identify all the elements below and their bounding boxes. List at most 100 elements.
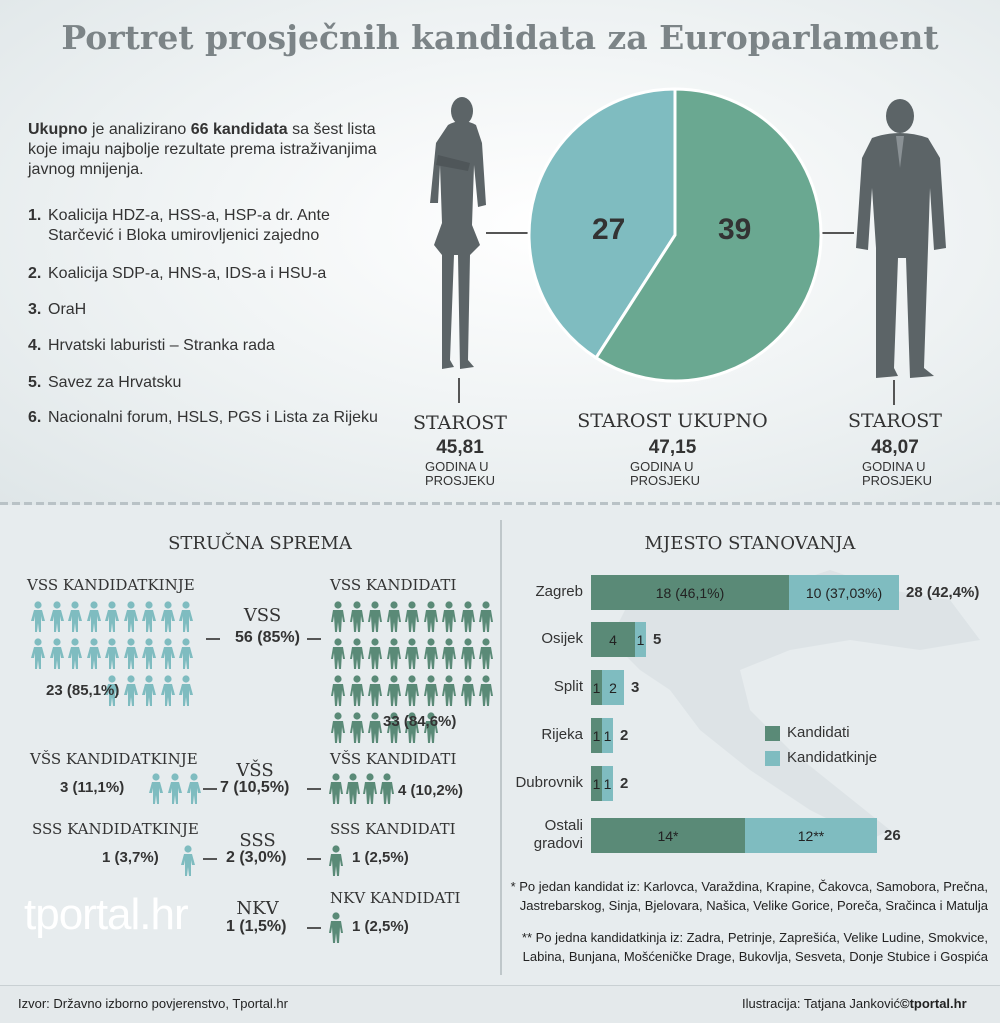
man-icon (349, 601, 365, 633)
vss2-level: VŠS (236, 760, 274, 781)
list-number: 2. (28, 265, 42, 282)
nkv-men-label: NKV KANDIDATI (330, 889, 461, 907)
woman-icon (123, 675, 139, 707)
footer-source: Izvor: Državno izborno povjerenstvo, Tpo… (18, 996, 288, 1011)
bar-segment-women: 2 (602, 670, 624, 705)
bar-segment-men: 14* (591, 818, 745, 853)
footnote-women: ** Po jedna kandidatkinja iz: Zadra, Pet… (521, 930, 988, 964)
woman-icon (123, 638, 139, 670)
list-text: Koalicija HDZ-a, HSS-a, HSP-a dr. Ante S… (48, 207, 330, 244)
woman-icon (180, 845, 196, 877)
vss2-men-value: 4 (10,2%) (398, 782, 464, 799)
age-total-label: STAROST UKUPNO (577, 410, 768, 432)
bar-segment-men: 4 (591, 622, 635, 657)
footnote-men: * Po jedan kandidat iz: Karlovca, Varažd… (510, 879, 988, 913)
man-icon (386, 675, 402, 707)
woman-icon (178, 638, 194, 670)
vss2-women-icon-grid (148, 773, 208, 807)
intro-text-2: sa šest lista koje imaju najbolje rezult… (28, 121, 377, 178)
man-icon (328, 912, 344, 944)
age-men-unit: GODINA U PROSJEKU (862, 459, 933, 488)
footer-credit-text: Ilustracija: Tatjana Janković (742, 996, 901, 1011)
woman-icon (30, 638, 46, 670)
bar-segment-men: 1 (591, 718, 602, 753)
man-silhouette-icon (856, 99, 946, 378)
sss-dash-right (307, 858, 321, 860)
vss-total: 56 (85%) (235, 629, 300, 646)
man-icon (367, 712, 383, 744)
bar-segment-men: 1 (591, 670, 602, 705)
bar-category-label: Osijek (541, 630, 583, 647)
intro-bold-count: 66 kandidata (190, 121, 288, 138)
top-background (0, 0, 1000, 505)
list-item: 4. Hrvatski laburisti – Stranka rada (28, 336, 408, 356)
woman-icon (148, 773, 164, 805)
sss-men-label: SSS KANDIDATI (330, 820, 456, 838)
list-item: 6. Nacionalni forum, HSLS, PGS i Lista za… (28, 408, 408, 428)
sss-women-value: 1 (3,7%) (102, 849, 159, 866)
age-men-label: STAROST (848, 410, 942, 432)
woman-icon (178, 601, 194, 633)
man-icon (386, 601, 402, 633)
bar-segment-women: 1 (602, 766, 613, 801)
man-icon (423, 601, 439, 633)
footer-credit-logo: ©tportal.hr (900, 996, 967, 1011)
list-item: 1. Koalicija HDZ-a, HSS-a, HSP-a dr. Ante… (28, 206, 408, 246)
woman-icon (49, 601, 65, 633)
man-icon (328, 845, 344, 877)
pie-label-women: 27 (592, 213, 625, 246)
woman-icon (49, 638, 65, 670)
woman-silhouette-icon (430, 97, 486, 369)
man-icon (330, 675, 346, 707)
woman-icon (141, 638, 157, 670)
sss-men-value: 1 (2,5%) (352, 849, 409, 866)
woman-icon (141, 601, 157, 633)
bar-segment-men: 1 (591, 766, 602, 801)
man-icon (386, 638, 402, 670)
list-text: Koalicija SDP-a, HNS-a, IDS-a i HSU-a (48, 265, 327, 282)
man-icon (460, 675, 476, 707)
list-text: Savez za Hrvatsku (48, 374, 182, 391)
man-icon (330, 712, 346, 744)
woman-icon (104, 675, 120, 707)
intro-bold-total: Ukupno (28, 121, 88, 138)
man-icon (345, 773, 361, 805)
vss-men-label: VSS KANDIDATI (330, 576, 457, 594)
woman-icon (160, 601, 176, 633)
woman-icon (167, 773, 183, 805)
age-total-unit: GODINA U PROSJEKU (630, 459, 701, 488)
age-total-value: 47,15 (648, 437, 697, 458)
pie-slice-men (593, 87, 823, 383)
vss-dash-right (307, 638, 321, 640)
man-icon (460, 601, 476, 633)
intro-text: Ukupno je analizirano 66 kandidata sa še… (28, 120, 408, 180)
bar-segment-women: 10 (37,03%) (789, 575, 899, 610)
bar-category-label: Dubrovnik (515, 774, 583, 791)
man-icon (349, 712, 365, 744)
man-pie-line (792, 232, 854, 234)
man-icon (478, 638, 494, 670)
man-icon (423, 638, 439, 670)
woman-icon (104, 638, 120, 670)
vss2-men-icon-grid (328, 773, 394, 807)
man-icon (478, 675, 494, 707)
bar-total-label: 2 (620, 775, 629, 792)
bar-total-label: 28 (42,4%) (906, 584, 980, 601)
vss2-dash-right (307, 788, 321, 790)
bar-total-label: 5 (653, 631, 662, 648)
sss-total: 2 (3,0%) (226, 849, 287, 866)
man-icon (404, 638, 420, 670)
bar-segment-women: 1 (602, 718, 613, 753)
sss-dash-left (203, 858, 217, 860)
age-women-unit: GODINA U PROSJEKU (425, 459, 496, 488)
woman-icon (67, 638, 83, 670)
vss-women-label: VSS KANDIDATKINJE (27, 576, 195, 594)
woman-icon (86, 601, 102, 633)
man-icon (478, 601, 494, 633)
list-text: Hrvatski laburisti – Stranka rada (48, 337, 275, 354)
man-icon (362, 773, 378, 805)
list-item: 2. Koalicija SDP-a, HNS-a, IDS-a i HSU-a (28, 264, 408, 284)
age-women-value: 45,81 (436, 437, 484, 458)
list-number: 4. (28, 337, 42, 354)
nkv-level: NKV (236, 898, 279, 919)
